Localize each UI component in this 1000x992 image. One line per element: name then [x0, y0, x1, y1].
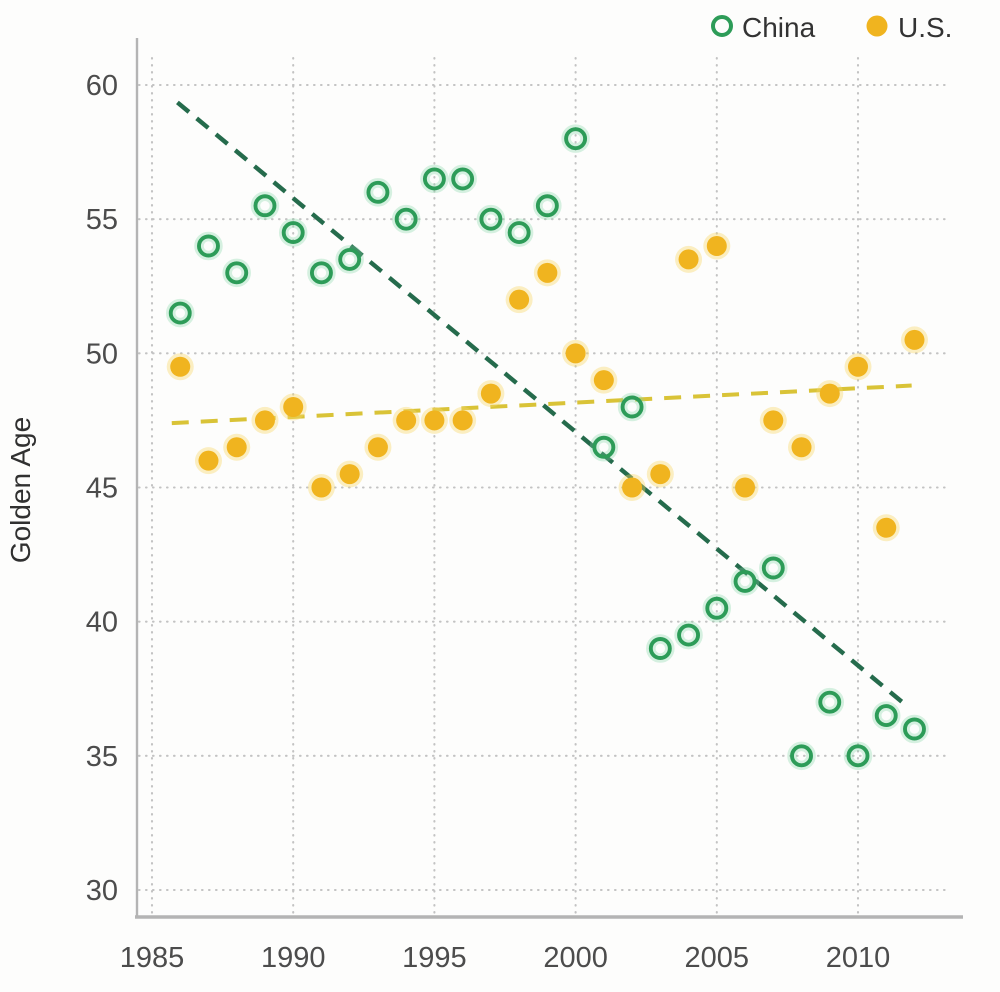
china-point	[677, 623, 701, 647]
tick-labels: 60 55 50 45 40 35 30 1985 1990 1995 2000 2005 2010	[86, 70, 891, 974]
y-tick-label: 55	[86, 204, 118, 236]
us-point	[819, 383, 840, 404]
china-point	[790, 744, 813, 768]
us-point	[735, 477, 756, 498]
y-tick-label: 50	[86, 338, 118, 370]
us-point	[283, 396, 304, 417]
china-point	[366, 180, 390, 204]
y-axis-title: Golden Age	[5, 417, 36, 563]
china-trend-line	[176, 100, 911, 710]
us-point	[763, 410, 784, 431]
legend-label: China	[742, 12, 816, 43]
trend-lines	[171, 100, 912, 710]
china-point	[761, 556, 785, 580]
china-point	[394, 207, 418, 231]
us-point	[367, 437, 388, 458]
china-point	[846, 744, 870, 768]
x-tick-label: 2005	[685, 942, 750, 974]
us-point	[848, 356, 868, 377]
china-point	[309, 261, 333, 285]
legend: China U.S.	[711, 12, 952, 43]
china-point	[564, 127, 588, 151]
us-point	[424, 410, 445, 431]
x-tick-label: 1990	[261, 942, 326, 974]
us-point	[311, 477, 332, 498]
x-tick-label: 1995	[402, 942, 467, 974]
x-tick-label: 2010	[826, 942, 891, 974]
china-point	[197, 234, 220, 258]
y-tick-label: 60	[86, 70, 118, 102]
us-point	[254, 410, 275, 431]
china-point	[479, 207, 503, 231]
us-point	[480, 383, 501, 404]
china-point	[620, 395, 644, 419]
us-point	[706, 235, 727, 256]
china-point	[338, 247, 362, 271]
legend-label: U.S.	[898, 12, 952, 43]
us-point	[339, 464, 360, 485]
y-tick-label: 45	[86, 472, 118, 504]
china-point	[281, 221, 305, 245]
china-point	[903, 717, 926, 741]
china-series	[165, 124, 929, 771]
us-point	[198, 450, 219, 471]
us-point	[622, 477, 643, 498]
us-point	[170, 356, 191, 377]
china-point	[253, 194, 277, 218]
china-point	[225, 261, 249, 285]
legend-filled-circle-icon	[866, 15, 888, 37]
china-point	[507, 221, 531, 245]
legend-item-china: China	[711, 12, 816, 43]
y-tick-label: 30	[86, 875, 118, 907]
us-point	[537, 262, 558, 283]
us-point	[509, 289, 530, 310]
china-point	[168, 301, 192, 325]
us-series	[166, 232, 928, 542]
us-point	[791, 437, 812, 458]
china-point	[705, 596, 729, 620]
china-point	[535, 194, 559, 218]
us-point	[650, 464, 671, 485]
us-point	[678, 249, 699, 270]
us-point	[396, 410, 417, 431]
us-point	[904, 329, 925, 350]
us-point	[452, 410, 473, 431]
y-tick-label: 35	[86, 741, 118, 773]
y-tick-label: 40	[86, 607, 118, 639]
china-point	[451, 167, 475, 191]
china-point	[733, 569, 757, 593]
gridlines	[137, 56, 952, 917]
legend-open-circle-icon	[711, 15, 733, 37]
x-tick-label: 1985	[120, 942, 185, 974]
china-point	[874, 704, 898, 728]
x-tick-label: 2000	[543, 942, 608, 974]
china-point	[592, 435, 616, 459]
china-point	[648, 637, 672, 660]
us-point	[593, 370, 614, 391]
us-point	[876, 517, 897, 538]
china-point	[422, 167, 446, 191]
legend-item-us: U.S.	[866, 12, 952, 43]
us-point	[226, 437, 247, 458]
china-point	[818, 690, 842, 714]
us-point	[565, 343, 586, 364]
us-trend-line	[171, 383, 912, 426]
